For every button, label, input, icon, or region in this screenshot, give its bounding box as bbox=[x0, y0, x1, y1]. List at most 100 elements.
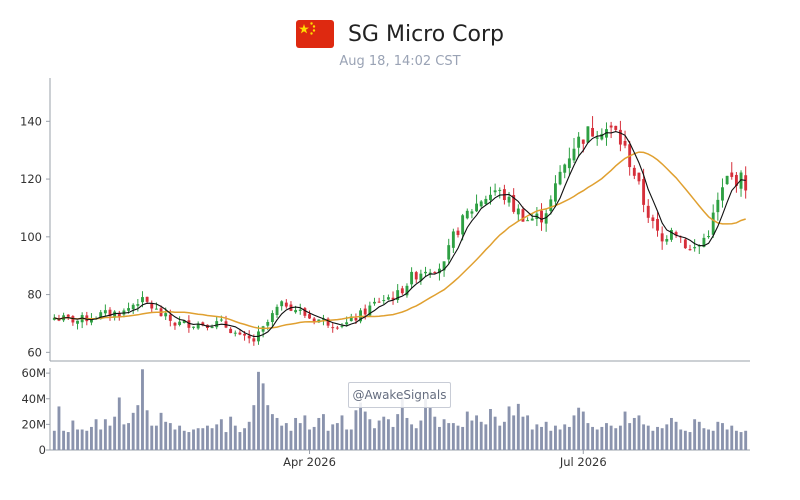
volume-bar bbox=[182, 430, 186, 450]
candle-body bbox=[516, 208, 520, 215]
volume-bar bbox=[99, 429, 103, 450]
candle-body bbox=[725, 175, 729, 185]
volume-bar bbox=[196, 428, 200, 450]
volume-bar bbox=[335, 423, 339, 450]
candle-body bbox=[721, 187, 724, 201]
volume-bar bbox=[637, 415, 641, 450]
volume-bar bbox=[85, 430, 89, 450]
candle-body bbox=[308, 314, 311, 319]
candle-body bbox=[298, 309, 302, 311]
candle-body bbox=[410, 271, 414, 285]
volume-bar bbox=[716, 421, 720, 450]
candle-body bbox=[345, 322, 349, 325]
candle-body bbox=[154, 308, 158, 310]
candle-body bbox=[363, 308, 367, 315]
volume-bar bbox=[697, 421, 701, 450]
candle-body bbox=[349, 316, 353, 322]
candle-body bbox=[131, 304, 135, 310]
volume-bar bbox=[154, 425, 158, 450]
volume-bar bbox=[164, 421, 168, 450]
candle-body bbox=[294, 310, 298, 313]
candle-body bbox=[554, 183, 557, 202]
candle-body bbox=[247, 335, 251, 339]
candle-body bbox=[145, 296, 149, 302]
volume-tick-label: 0 bbox=[39, 443, 46, 457]
candle-body bbox=[493, 190, 497, 193]
candle-body bbox=[210, 327, 214, 329]
volume-bar bbox=[317, 417, 321, 450]
volume-bar bbox=[721, 423, 724, 450]
volume-bar bbox=[349, 429, 353, 450]
volume-bar bbox=[252, 405, 256, 450]
candle-body bbox=[201, 322, 205, 326]
volume-bar bbox=[368, 419, 372, 450]
candle-body bbox=[103, 310, 107, 314]
candle-body bbox=[521, 209, 525, 222]
volume-bar bbox=[201, 428, 205, 450]
volume-bar bbox=[150, 425, 154, 450]
volume-bar bbox=[284, 423, 288, 450]
volume-bar bbox=[470, 420, 474, 450]
volume-bar bbox=[363, 411, 367, 450]
volume-bar bbox=[275, 417, 279, 450]
volume-bar bbox=[94, 419, 98, 450]
volume-bar bbox=[386, 419, 390, 450]
candle-body bbox=[563, 164, 567, 173]
volume-bar bbox=[206, 425, 209, 450]
volume-bar bbox=[451, 423, 455, 450]
candle-body bbox=[475, 203, 478, 212]
candle-body bbox=[382, 300, 386, 302]
candle-body bbox=[76, 320, 79, 324]
volume-bar bbox=[554, 425, 557, 450]
price-tick-label: 80 bbox=[27, 288, 42, 302]
candle-body bbox=[572, 148, 576, 161]
candle-body bbox=[656, 218, 659, 231]
volume-bar bbox=[734, 430, 738, 450]
candle-body bbox=[688, 249, 692, 251]
candle-body bbox=[182, 320, 186, 324]
candle-body bbox=[623, 140, 627, 146]
volume-bar bbox=[326, 430, 330, 450]
candle-body bbox=[326, 318, 330, 326]
candle-body bbox=[470, 211, 474, 214]
volume-bar bbox=[679, 429, 683, 450]
volume-bar bbox=[670, 417, 673, 450]
volume-bar bbox=[540, 426, 543, 450]
volume-bar bbox=[270, 414, 274, 450]
candle-body bbox=[196, 323, 200, 329]
candle-body bbox=[586, 126, 590, 143]
volume-bar bbox=[219, 419, 223, 450]
candle-body bbox=[558, 171, 562, 185]
x-tick-label: Jul 2026 bbox=[559, 455, 607, 469]
china-flag-icon bbox=[295, 20, 334, 48]
volume-tick-label: 20M bbox=[21, 417, 46, 431]
chart-header: SG Micro Corp bbox=[0, 14, 800, 54]
volume-bar bbox=[461, 426, 465, 450]
candle-body bbox=[549, 199, 553, 211]
volume-bar bbox=[108, 425, 112, 450]
candle-body bbox=[512, 195, 516, 212]
volume-bar bbox=[117, 397, 121, 450]
volume-bar bbox=[674, 421, 678, 450]
volume-bar bbox=[623, 411, 627, 450]
candle-body bbox=[303, 308, 307, 316]
candle-body bbox=[52, 317, 56, 320]
price-tick-label: 100 bbox=[20, 230, 42, 244]
candle-body bbox=[113, 311, 117, 318]
volume-bar bbox=[563, 424, 567, 450]
candle-body bbox=[400, 288, 404, 294]
candle-body bbox=[739, 172, 743, 189]
candle-body bbox=[484, 198, 488, 204]
candle-body bbox=[280, 301, 284, 307]
candle-body bbox=[530, 218, 534, 221]
volume-bar bbox=[711, 430, 715, 450]
volume-bar bbox=[609, 425, 613, 450]
volume-bar bbox=[493, 416, 497, 450]
ma-slow-line bbox=[54, 151, 746, 330]
candle-body bbox=[716, 199, 720, 213]
candle-body bbox=[674, 232, 678, 236]
volume-bar bbox=[549, 430, 553, 450]
volume-bar bbox=[400, 397, 404, 450]
candle-body bbox=[164, 313, 168, 317]
